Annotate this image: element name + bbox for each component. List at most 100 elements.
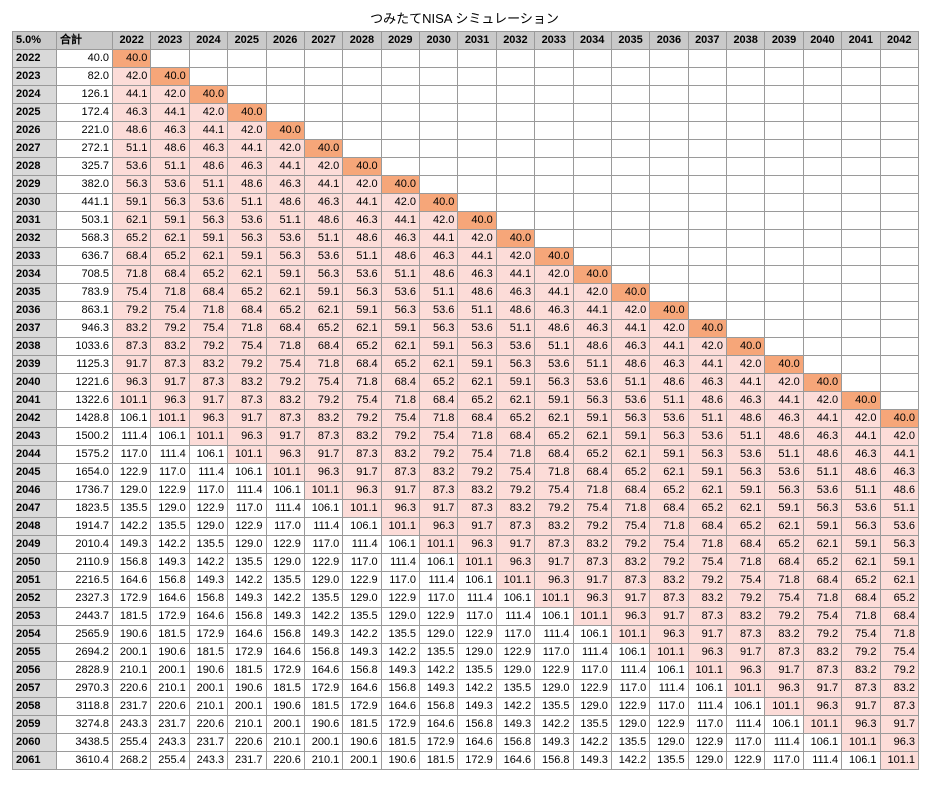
empty-cell xyxy=(879,139,919,158)
column-header: 2040 xyxy=(802,31,843,50)
empty-cell xyxy=(841,283,881,302)
value-cell: 53.6 xyxy=(303,247,344,266)
value-cell: 75.4 xyxy=(841,625,881,644)
value-cell: 106.1 xyxy=(111,409,152,428)
value-cell: 122.9 xyxy=(380,589,421,608)
table-row: 2025 172.4 46.3 44.1 42.0 40.0 xyxy=(12,103,919,122)
row-total: 2216.5 xyxy=(56,571,113,590)
empty-cell xyxy=(802,265,843,284)
column-header: 2031 xyxy=(457,31,497,50)
table-row: 2051 2216.5 164.6 156.8 149.3 142.2 135.5 129.0… xyxy=(12,571,919,590)
value-cell: 156.8 xyxy=(534,751,574,770)
value-cell: 59.1 xyxy=(610,427,651,446)
value-cell: 79.2 xyxy=(150,319,190,338)
value-cell: 75.4 xyxy=(188,319,229,338)
value-cell: 62.1 xyxy=(150,229,190,248)
table-row: 2037 946.3 83.2 79.2 75.4 71.8 68.4 65.2 62.1 59.… xyxy=(12,319,919,338)
value-cell: 210.1 xyxy=(227,715,267,734)
value-cell: 122.9 xyxy=(725,751,766,770)
column-header: 2027 xyxy=(303,31,344,50)
value-cell: 135.5 xyxy=(265,571,305,590)
value-cell: 142.2 xyxy=(418,661,459,680)
empty-cell xyxy=(227,49,267,68)
value-cell: 156.8 xyxy=(380,679,421,698)
table-row: 2035 783.9 75.4 71.8 68.4 65.2 62.1 59.1 56.3 53.… xyxy=(12,283,919,302)
value-cell: 65.2 xyxy=(303,319,344,338)
value-cell: 59.1 xyxy=(725,481,766,500)
value-cell: 87.3 xyxy=(227,391,267,410)
empty-cell xyxy=(457,193,497,212)
value-cell: 53.6 xyxy=(111,157,152,176)
value-cell: 59.1 xyxy=(687,463,728,482)
value-cell: 79.2 xyxy=(418,445,459,464)
empty-cell xyxy=(879,103,919,122)
value-cell: 40.0 xyxy=(610,283,651,302)
empty-cell xyxy=(610,229,651,248)
empty-cell xyxy=(649,85,689,104)
empty-cell xyxy=(725,193,766,212)
value-cell: 106.1 xyxy=(802,733,843,752)
value-cell: 42.0 xyxy=(418,211,459,230)
value-cell: 220.6 xyxy=(150,697,190,716)
value-cell: 40.0 xyxy=(188,85,229,104)
empty-cell xyxy=(802,121,843,140)
value-cell: 87.3 xyxy=(879,697,919,716)
value-cell: 142.2 xyxy=(342,625,382,644)
value-cell: 62.1 xyxy=(227,265,267,284)
value-cell: 51.1 xyxy=(802,463,843,482)
row-year: 2045 xyxy=(12,463,57,482)
value-cell: 65.2 xyxy=(418,373,459,392)
table-row: 2059 3274.8 243.3 231.7 220.6 210.1 200.1 190.6… xyxy=(12,715,919,734)
value-cell: 156.8 xyxy=(418,697,459,716)
empty-cell xyxy=(495,49,536,68)
value-cell: 42.0 xyxy=(764,373,804,392)
empty-cell xyxy=(687,247,728,266)
table-row: 2031 503.1 62.1 59.1 56.3 53.6 51.1 48.6 46.3 44.… xyxy=(12,211,919,230)
row-total: 1221.6 xyxy=(56,373,113,392)
value-cell: 83.2 xyxy=(342,427,382,446)
value-cell: 40.0 xyxy=(342,157,382,176)
value-cell: 117.0 xyxy=(265,517,305,536)
value-cell: 149.3 xyxy=(457,697,497,716)
value-cell: 65.2 xyxy=(802,553,843,572)
value-cell: 135.5 xyxy=(610,733,651,752)
column-header: 2033 xyxy=(534,31,574,50)
value-cell: 46.3 xyxy=(534,301,574,320)
value-cell: 87.3 xyxy=(457,499,497,518)
table-row: 2061 3610.4 268.2 255.4 243.3 231.7 220.6 210.1… xyxy=(12,751,919,770)
value-cell: 51.1 xyxy=(534,337,574,356)
value-cell: 75.4 xyxy=(649,535,689,554)
value-cell: 65.2 xyxy=(265,301,305,320)
value-cell: 111.4 xyxy=(303,517,344,536)
empty-cell xyxy=(802,175,843,194)
value-cell: 149.3 xyxy=(495,715,536,734)
value-cell: 65.2 xyxy=(725,517,766,536)
column-header: 2034 xyxy=(572,31,612,50)
value-cell: 149.3 xyxy=(380,661,421,680)
value-cell: 164.6 xyxy=(150,589,190,608)
value-cell: 62.1 xyxy=(265,283,305,302)
value-cell: 200.1 xyxy=(342,751,382,770)
value-cell: 42.0 xyxy=(495,247,536,266)
row-year: 2028 xyxy=(12,157,57,176)
value-cell: 65.2 xyxy=(610,463,651,482)
value-cell: 181.5 xyxy=(265,679,305,698)
value-cell: 65.2 xyxy=(495,409,536,428)
value-cell: 71.8 xyxy=(188,301,229,320)
value-cell: 79.2 xyxy=(265,373,305,392)
table-row: 2039 1125.3 91.7 87.3 83.2 79.2 75.4 71.8 68.4 65… xyxy=(12,355,919,374)
table-row: 2048 1914.7 142.2 135.5 129.0 122.9 117.0 111.4… xyxy=(12,517,919,536)
value-cell: 172.9 xyxy=(227,643,267,662)
row-total: 1125.3 xyxy=(56,355,113,374)
value-cell: 51.1 xyxy=(841,481,881,500)
row-year: 2056 xyxy=(12,661,57,680)
empty-cell xyxy=(610,103,651,122)
value-cell: 79.2 xyxy=(227,355,267,374)
value-cell: 71.8 xyxy=(227,319,267,338)
value-cell: 46.3 xyxy=(418,247,459,266)
row-year: 2041 xyxy=(12,391,57,410)
row-total: 3118.8 xyxy=(56,697,113,716)
value-cell: 44.1 xyxy=(572,301,612,320)
value-cell: 96.3 xyxy=(534,571,574,590)
